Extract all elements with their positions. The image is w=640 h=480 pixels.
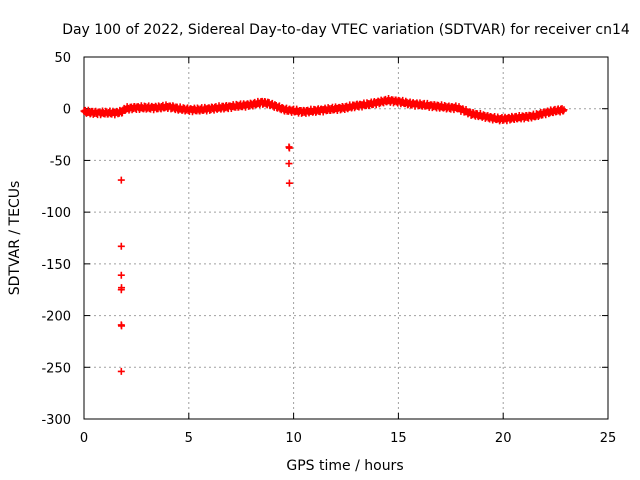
x-tick-label: 20 [495,431,512,446]
y-tick-label: -250 [41,361,71,376]
y-tick-label: 0 [63,103,71,118]
y-tick-label: -50 [50,154,71,169]
axis-ticks: 0 5 10 15 20 25 50 0 -50 -100 -150 -200 -250 -300 [41,51,616,446]
chart-title: Day 100 of 2022, Sidereal Day-to-day VTE… [62,22,630,38]
y-tick-label: -150 [41,258,71,273]
y-tick-label: -100 [41,206,71,221]
x-tick-label: 25 [600,431,617,446]
x-axis-label: GPS time / hours [286,458,403,474]
x-tick-label: 15 [390,431,407,446]
y-tick-label: -300 [41,413,71,428]
outlier-point [285,144,293,152]
outlier-point [117,271,125,279]
outlier-point [285,179,293,187]
trend-point [560,106,568,114]
x-tick-label: 0 [80,431,88,446]
x-tick-label: 5 [185,431,193,446]
outlier-point [285,160,293,168]
y-tick-label: -200 [41,310,71,325]
y-tick-label: 50 [54,51,71,66]
y-axis-label: SDTVAR / TECUs [7,181,23,296]
x-tick-label: 10 [285,431,302,446]
outlier-point [117,286,125,294]
outlier-point [117,176,125,184]
outlier-point [117,242,125,250]
data-points [80,94,568,375]
outlier-point [117,367,125,375]
plot-frame [83,56,609,420]
outlier-point [118,322,126,330]
